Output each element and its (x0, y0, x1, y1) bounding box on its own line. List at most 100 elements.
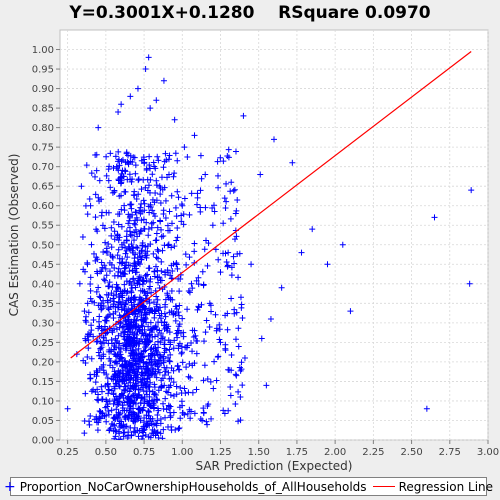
data-point (166, 357, 173, 364)
legend-label-regression: Regression Line (398, 479, 494, 494)
data-point (85, 336, 92, 343)
data-point (216, 326, 223, 333)
data-point (87, 287, 94, 294)
data-point (114, 252, 121, 259)
regression-line (70, 50, 472, 359)
data-point (201, 338, 208, 345)
data-point (191, 248, 198, 255)
data-point (157, 200, 164, 207)
data-point (178, 343, 185, 350)
data-point (238, 359, 245, 366)
data-point (232, 210, 239, 217)
data-point (133, 339, 140, 346)
data-point (177, 384, 184, 391)
data-point (133, 195, 140, 202)
data-point (162, 368, 169, 375)
data-point (159, 435, 166, 440)
data-point (135, 176, 142, 183)
data-point (129, 352, 136, 359)
data-point (136, 326, 143, 333)
data-point (113, 380, 120, 387)
data-point (177, 415, 184, 422)
data-point (101, 225, 108, 232)
data-point (96, 408, 103, 415)
data-point (136, 207, 143, 214)
data-point (156, 312, 163, 319)
data-point (105, 390, 112, 397)
data-point (111, 351, 118, 358)
data-point (155, 157, 162, 164)
data-point (188, 190, 195, 197)
data-point (158, 174, 165, 181)
data-point (195, 274, 202, 281)
data-point (258, 335, 265, 342)
data-point (140, 419, 147, 426)
data-point (234, 250, 241, 257)
data-point (201, 362, 208, 369)
data-point (116, 383, 123, 390)
data-point (189, 362, 196, 369)
data-point (197, 415, 204, 422)
data-point (211, 358, 218, 365)
data-point (173, 391, 180, 398)
data-point (145, 54, 152, 61)
data-point (174, 225, 181, 232)
data-point (152, 307, 159, 314)
data-point (223, 259, 230, 266)
data-point (153, 422, 160, 429)
data-point (137, 274, 144, 281)
data-point (118, 330, 125, 337)
data-point (87, 412, 94, 419)
data-point (84, 211, 91, 218)
data-point (134, 85, 141, 92)
data-point (131, 411, 138, 418)
data-point (139, 254, 146, 261)
data-point (124, 387, 131, 394)
data-point (136, 340, 143, 347)
data-point (118, 179, 125, 186)
data-point (298, 249, 305, 256)
data-point (151, 310, 158, 317)
data-point (125, 243, 132, 250)
data-point (134, 371, 141, 378)
data-point (168, 220, 175, 227)
data-point (112, 308, 119, 315)
data-point (192, 332, 199, 339)
data-point (145, 353, 152, 360)
chart-legend: + Proportion_NoCarOwnershipHouseholds_of… (4, 477, 493, 496)
legend-label-proportion: Proportion_NoCarOwnershipHouseholds_of_A… (19, 479, 367, 494)
data-point (181, 144, 188, 151)
data-point (138, 382, 145, 389)
data-point (118, 223, 125, 230)
data-point (143, 310, 150, 317)
data-point (203, 317, 210, 324)
data-point (150, 250, 157, 257)
data-point (133, 214, 140, 221)
data-point (143, 319, 150, 326)
data-point (115, 148, 122, 155)
data-point (130, 249, 137, 256)
data-point (156, 327, 163, 334)
data-point (119, 402, 126, 409)
data-point (167, 382, 174, 389)
data-point (124, 337, 131, 344)
data-point (120, 433, 127, 440)
data-point (139, 354, 146, 361)
data-point (142, 66, 149, 73)
data-point (164, 290, 171, 297)
data-point (122, 271, 129, 278)
data-point (158, 277, 165, 284)
data-point (105, 209, 112, 216)
data-point (144, 290, 151, 297)
data-point (148, 371, 155, 378)
data-point (160, 77, 167, 84)
data-point (223, 180, 230, 187)
data-point (81, 430, 88, 437)
data-point (94, 396, 101, 403)
data-point (154, 429, 161, 436)
data-point (87, 280, 94, 287)
data-point (141, 338, 148, 345)
data-point (157, 420, 164, 427)
data-point (215, 172, 221, 179)
data-point (175, 345, 182, 352)
